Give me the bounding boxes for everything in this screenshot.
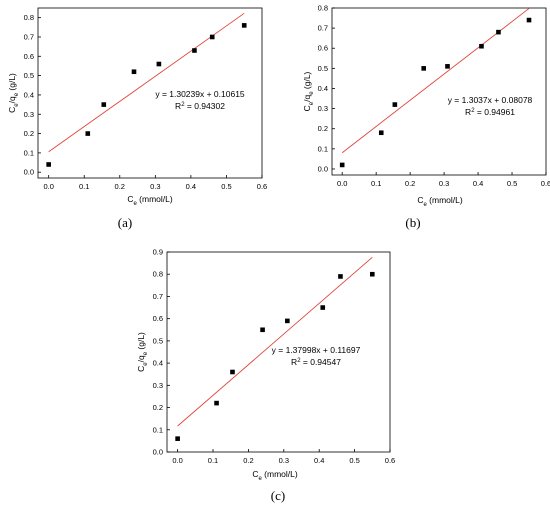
y-axis-label: Ce/qe (g/L) bbox=[7, 73, 20, 113]
y-tick-label: 0.8 bbox=[24, 13, 34, 22]
data-point bbox=[46, 162, 51, 167]
data-point bbox=[338, 274, 343, 279]
data-point bbox=[101, 102, 107, 107]
data-point bbox=[370, 271, 375, 277]
y-tick-label: 0.8 bbox=[153, 270, 163, 279]
data-point bbox=[214, 400, 219, 406]
x-tick-label: 0.3 bbox=[150, 182, 160, 191]
fit-equation: y = 1.37998x + 0.11697 bbox=[272, 345, 361, 355]
x-axis-label: Ce (mmol/L) bbox=[127, 194, 173, 207]
y-tick-label: 0.0 bbox=[153, 448, 163, 457]
data-point bbox=[339, 162, 345, 168]
y-tick-label: 0.4 bbox=[24, 90, 34, 99]
data-point bbox=[445, 64, 450, 69]
x-tick-label: 0.5 bbox=[221, 182, 231, 191]
fit-equation: y = 1.30239x + 0.10615 bbox=[155, 89, 245, 99]
y-tick-label: 0.4 bbox=[318, 84, 328, 93]
y-axis-label: Ce/qe (g/L) bbox=[136, 332, 149, 372]
y-tick-label: 0.4 bbox=[153, 359, 163, 368]
x-tick-label: 0.6 bbox=[385, 456, 395, 465]
y-tick-label: 0.8 bbox=[318, 4, 328, 13]
y-tick-label: 0.6 bbox=[153, 314, 163, 323]
y-tick-label: 0.7 bbox=[24, 32, 34, 41]
r-squared: R2 = 0.94302 bbox=[175, 101, 225, 111]
y-tick-label: 0.6 bbox=[318, 44, 328, 53]
x-axis-label: Ce (mmol/L) bbox=[252, 469, 298, 482]
y-tick-label: 0.1 bbox=[153, 425, 163, 434]
x-tick-label: 0.4 bbox=[186, 182, 196, 191]
x-tick-label: 0.6 bbox=[257, 182, 267, 191]
y-tick-label: 0.5 bbox=[24, 71, 34, 80]
x-axis-label: Ce (mmol/L) bbox=[417, 195, 463, 208]
x-tick-label: 0.5 bbox=[349, 456, 359, 465]
y-tick-label: 0.2 bbox=[24, 129, 34, 138]
y-tick-label: 0.3 bbox=[318, 104, 328, 113]
r-squared: R2 = 0.94961 bbox=[465, 107, 515, 117]
x-tick-label: 0.1 bbox=[208, 456, 218, 465]
y-tick-label: 0.3 bbox=[24, 110, 34, 119]
y-tick-label: 0.5 bbox=[318, 64, 328, 73]
x-tick-label: 0.0 bbox=[337, 179, 347, 188]
x-tick-label: 0.3 bbox=[279, 456, 289, 465]
data-point bbox=[156, 61, 162, 67]
x-tick-label: 0.3 bbox=[439, 179, 449, 188]
data-point bbox=[209, 34, 215, 40]
fit-line bbox=[48, 12, 245, 153]
data-point bbox=[192, 48, 197, 53]
panel-caption: (c) bbox=[271, 488, 285, 503]
data-point bbox=[131, 69, 137, 75]
fit-equation: y = 1.3037x + 0.08078 bbox=[448, 95, 533, 105]
data-point bbox=[378, 130, 384, 136]
x-tick-label: 0.0 bbox=[172, 456, 182, 465]
y-tick-label: 0.7 bbox=[153, 292, 163, 301]
x-tick-label: 0.4 bbox=[314, 456, 324, 465]
data-point bbox=[392, 102, 398, 107]
y-tick-label: 0.1 bbox=[318, 144, 328, 153]
data-point bbox=[496, 29, 501, 35]
fit-line bbox=[341, 8, 530, 154]
y-tick-label: 0.6 bbox=[24, 52, 34, 61]
data-point bbox=[230, 369, 235, 375]
y-tick-label: 0.5 bbox=[153, 336, 163, 345]
r-squared: R2 = 0.94547 bbox=[291, 357, 341, 367]
y-tick-label: 0.0 bbox=[318, 164, 328, 173]
x-tick-label: 0.1 bbox=[79, 182, 89, 191]
x-tick-label: 0.6 bbox=[541, 179, 550, 188]
fit-line bbox=[177, 257, 373, 427]
data-point bbox=[285, 318, 290, 324]
y-tick-label: 0.3 bbox=[153, 381, 163, 390]
data-point bbox=[175, 436, 180, 441]
plot-frame bbox=[331, 7, 547, 176]
panel-caption: (a) bbox=[118, 215, 132, 230]
x-tick-label: 0.4 bbox=[473, 179, 483, 188]
data-point bbox=[479, 43, 484, 49]
panel-caption: (b) bbox=[405, 215, 420, 230]
x-tick-label: 0.2 bbox=[243, 456, 253, 465]
data-point bbox=[241, 23, 247, 28]
y-tick-label: 0.7 bbox=[318, 24, 328, 33]
y-tick-label: 0.2 bbox=[153, 403, 163, 412]
x-tick-label: 0.2 bbox=[115, 182, 125, 191]
y-tick-label: 0.1 bbox=[24, 148, 34, 157]
panel-b: 0.0 0.1 0.2 0.3 0.4 0.5 0.6 0.0 0.1 0.2 0.3 0.4 0.5 0… bbox=[302, 4, 550, 231]
x-tick-label: 0.0 bbox=[43, 182, 53, 191]
y-tick-label: 0.9 bbox=[153, 248, 163, 257]
data-point bbox=[320, 305, 326, 310]
x-tick-label: 0.2 bbox=[405, 179, 415, 188]
plot-frame bbox=[37, 7, 263, 179]
data-point bbox=[260, 327, 265, 333]
panel-c: 0.0 0.1 0.2 0.3 0.4 0.5 0.6 0.0 0.1 0.2 0.3 0.4 0.5 0… bbox=[136, 248, 395, 504]
plot-frame bbox=[166, 251, 391, 453]
data-point bbox=[85, 131, 91, 136]
y-tick-label: 0.2 bbox=[318, 124, 328, 133]
panel-a: 0.0 0.1 0.2 0.3 0.4 0.5 0.6 0.0 0.1 0.2 0.3 0.4 0.5 0… bbox=[7, 7, 267, 230]
data-point bbox=[421, 66, 427, 71]
x-tick-label: 0.1 bbox=[371, 179, 381, 188]
data-point bbox=[526, 17, 532, 23]
y-axis-label: Ce/qe (g/L) bbox=[302, 71, 315, 111]
y-tick-label: 0.0 bbox=[24, 168, 34, 177]
x-tick-label: 0.5 bbox=[507, 179, 517, 188]
